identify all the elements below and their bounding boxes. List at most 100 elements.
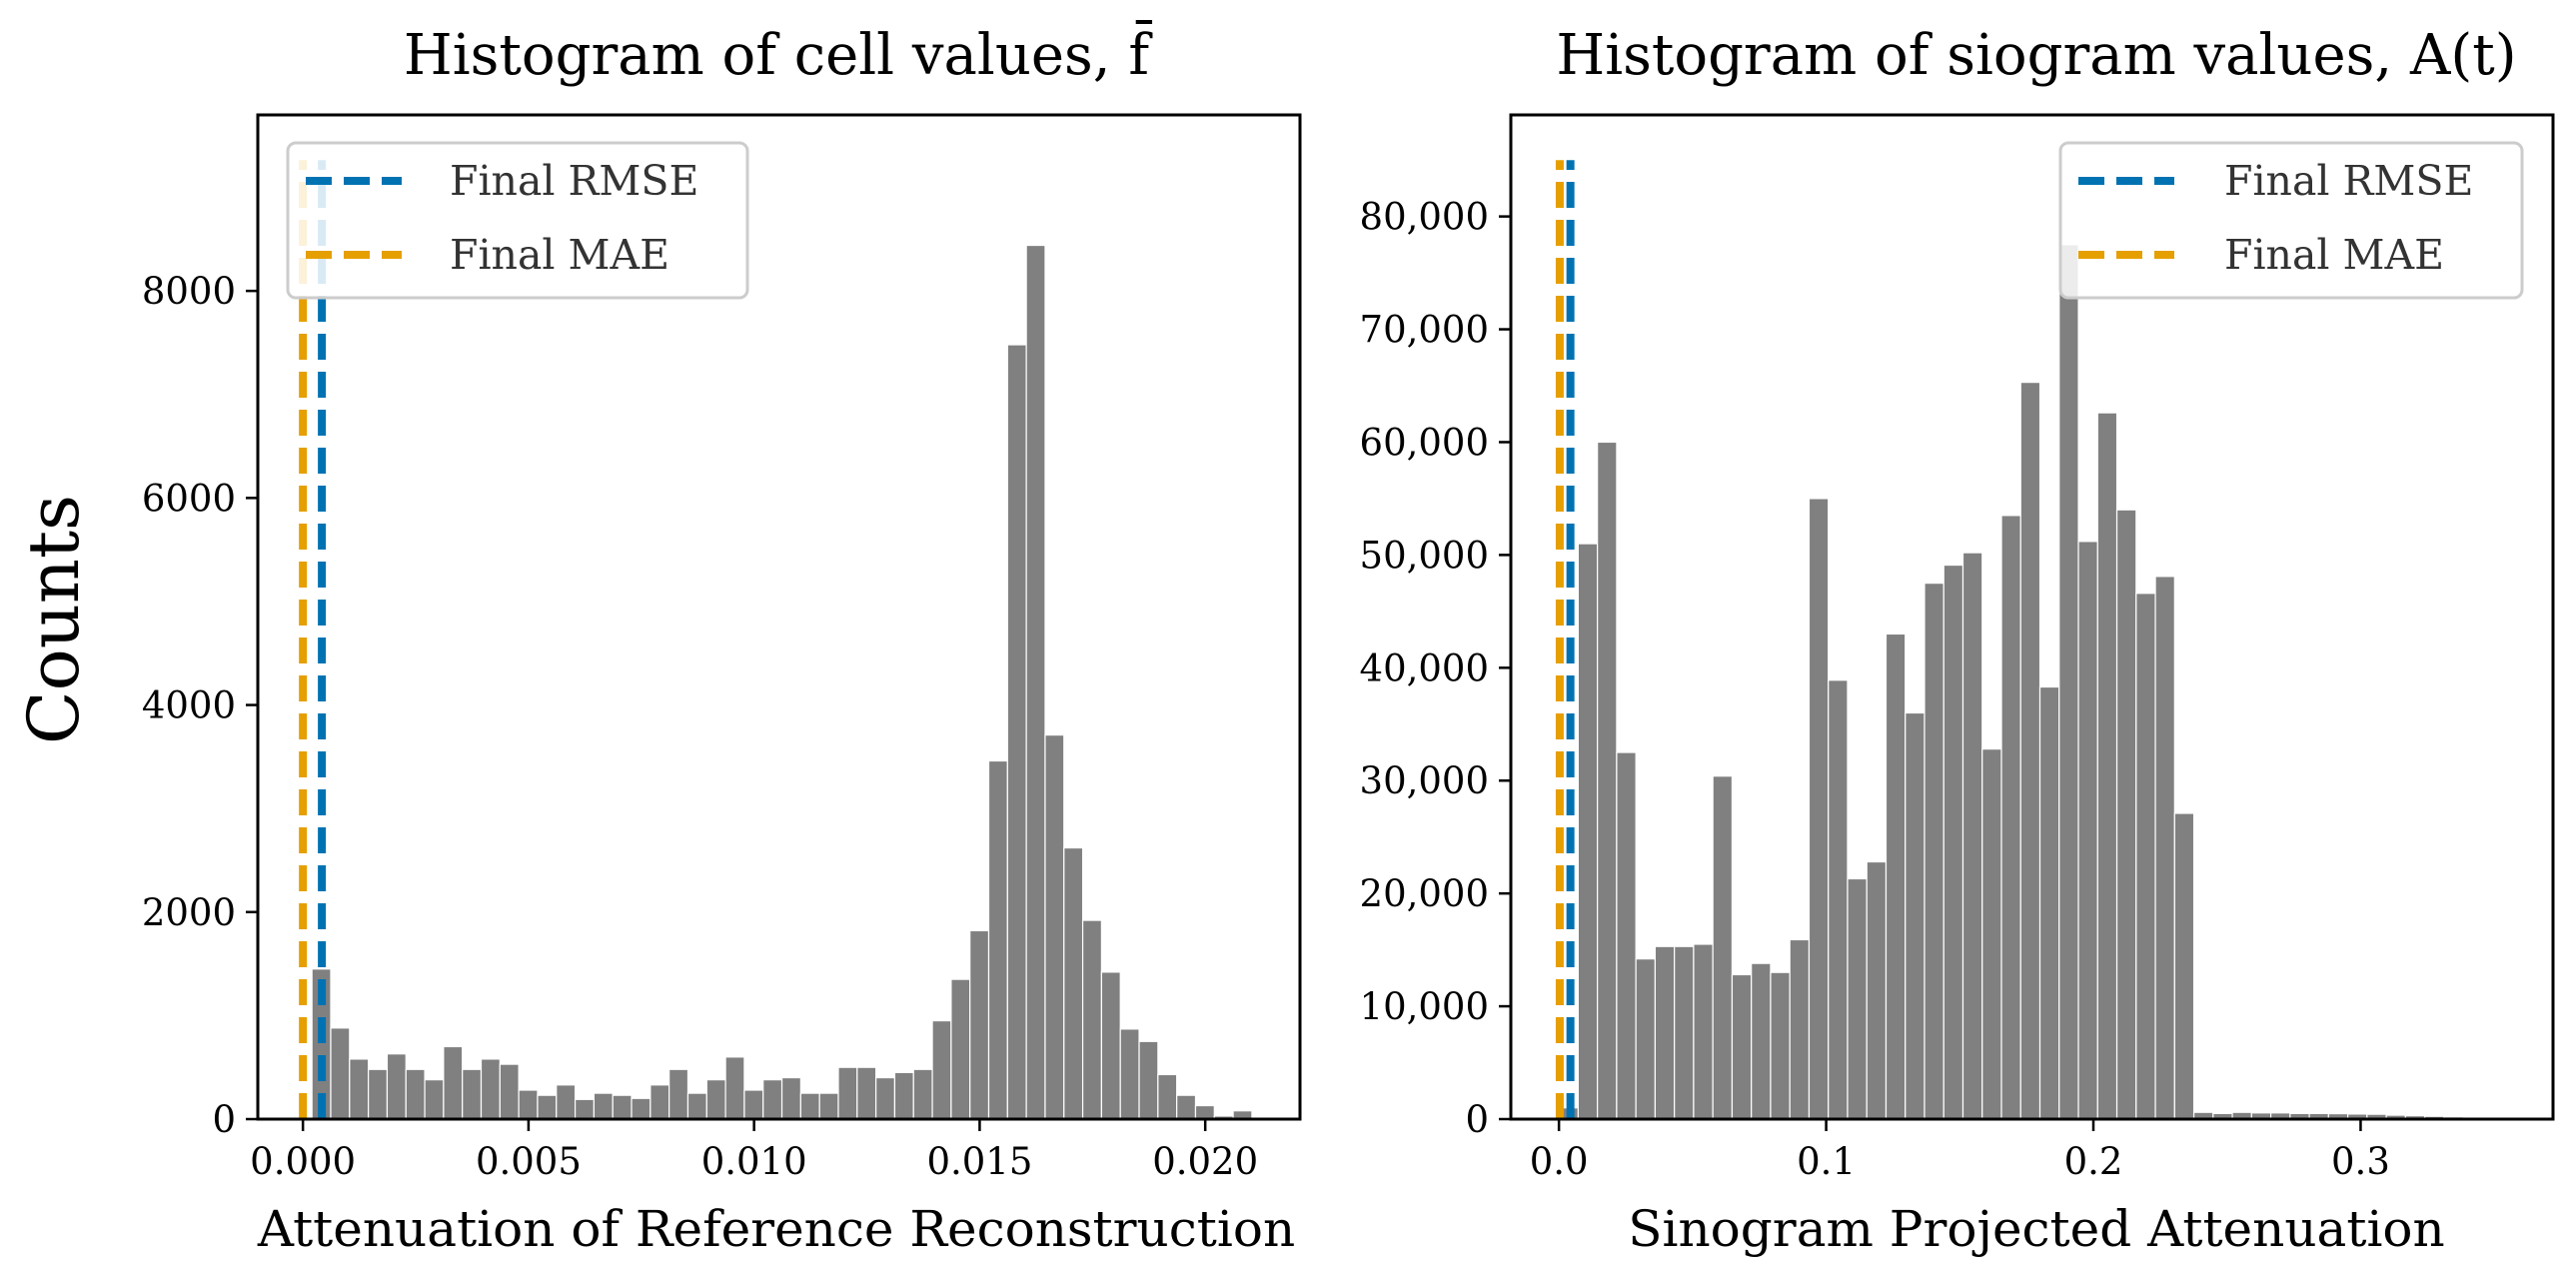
left-histogram-bar bbox=[330, 1027, 351, 1120]
right-histogram-bar bbox=[1693, 943, 1714, 1120]
left-histogram-bar bbox=[386, 1053, 407, 1120]
right-y-tick-label: 30,000 bbox=[1360, 759, 1489, 802]
left-histogram-bar bbox=[368, 1068, 389, 1120]
right-histogram-bar bbox=[1924, 583, 1944, 1120]
left-histogram-bar bbox=[462, 1068, 483, 1120]
left-histogram-bar bbox=[1006, 344, 1027, 1120]
right-ticks: 0.0 0.1 0.2 0.3 0 10,000 20,000 30,000 40,000 50,… bbox=[1360, 196, 2390, 1183]
right-y-tick-label: 50,000 bbox=[1360, 534, 1489, 577]
right-y-tick-label: 40,000 bbox=[1360, 646, 1489, 689]
left-y-tick-label: 6000 bbox=[142, 477, 236, 520]
left-legend-rmse-label: Final RMSE bbox=[450, 157, 698, 205]
left-histogram-bar bbox=[612, 1094, 633, 1120]
right-x-tick-label: 0.2 bbox=[2064, 1140, 2123, 1183]
right-reference-lines bbox=[1555, 160, 1575, 1119]
left-histogram-bar bbox=[686, 1092, 707, 1120]
left-histogram-bar bbox=[912, 1068, 933, 1120]
left-x-tick-label: 0.005 bbox=[476, 1140, 582, 1183]
left-histogram-bar bbox=[875, 1076, 896, 1120]
left-histogram-bar bbox=[987, 759, 1008, 1120]
left-plot-frame bbox=[256, 113, 1302, 1121]
right-histogram-bar bbox=[1751, 962, 1772, 1120]
left-histogram-bar bbox=[931, 1019, 952, 1120]
left-y-tick-label: 0 bbox=[212, 1098, 236, 1141]
right-x-tick-label: 0.1 bbox=[1797, 1140, 1856, 1183]
left-histogram-bar bbox=[1138, 1040, 1159, 1120]
right-histogram-bar bbox=[1885, 633, 1907, 1120]
left-histogram-bar bbox=[668, 1068, 689, 1120]
right-histogram-bar bbox=[2019, 382, 2041, 1120]
right-histogram-bar bbox=[1961, 552, 1983, 1120]
left-x-axis-label: Attenuation of Reference Reconstruction bbox=[257, 1200, 1295, 1258]
right-histogram-bar bbox=[2000, 515, 2021, 1120]
right-histogram-bar bbox=[1654, 945, 1676, 1120]
right-y-tick-label: 70,000 bbox=[1360, 309, 1489, 352]
left-histogram-bar bbox=[424, 1079, 445, 1120]
right-y-tick-label: 20,000 bbox=[1360, 872, 1489, 915]
right-histogram-bar bbox=[1712, 775, 1734, 1120]
left-bars bbox=[311, 244, 1253, 1120]
left-histogram-bar bbox=[799, 1092, 820, 1120]
left-histogram-bar bbox=[649, 1084, 670, 1120]
right-histogram-bar bbox=[1866, 860, 1888, 1120]
right-histogram-bar bbox=[1828, 679, 1849, 1120]
left-histogram-bar bbox=[593, 1092, 614, 1120]
left-histogram-bar bbox=[1119, 1028, 1140, 1120]
left-histogram-bar bbox=[1081, 919, 1102, 1120]
left-histogram-bar bbox=[950, 978, 971, 1120]
left-x-tick-label: 0.020 bbox=[1152, 1140, 1258, 1183]
left-y-tick-label: 4000 bbox=[142, 684, 236, 727]
left-histogram-bar bbox=[1157, 1073, 1178, 1120]
right-histogram-bar bbox=[2135, 593, 2156, 1120]
left-histogram-bar bbox=[349, 1058, 370, 1120]
right-plot-frame bbox=[1509, 113, 2555, 1121]
left-ticks: 0.000 0.005 0.010 0.015 0.020 0 2000 4000 6000 80… bbox=[142, 270, 1258, 1183]
right-y-tick-label: 0 bbox=[1465, 1098, 1489, 1141]
right-histogram-bar bbox=[1808, 498, 1830, 1120]
left-y-tick-label: 2000 bbox=[142, 891, 236, 934]
right-bars bbox=[1558, 244, 2522, 1120]
left-histogram-bar bbox=[537, 1094, 558, 1120]
left-histogram-bar bbox=[480, 1058, 501, 1120]
left-x-tick-label: 0.000 bbox=[250, 1140, 356, 1183]
right-x-tick-label: 0.0 bbox=[1530, 1140, 1589, 1183]
left-histogram-bar bbox=[631, 1097, 651, 1120]
right-legend-box bbox=[2058, 141, 2524, 300]
right-histogram-bar bbox=[1731, 973, 1753, 1120]
left-histogram-bar bbox=[1100, 971, 1121, 1120]
left-legend: Final RMSE Final MAE bbox=[286, 141, 749, 300]
right-legend-mae-label: Final MAE bbox=[2224, 231, 2444, 279]
left-histogram-bar bbox=[969, 929, 990, 1120]
left-histogram-bar bbox=[893, 1071, 914, 1120]
left-histogram-bar bbox=[705, 1079, 726, 1120]
left-histogram-bar bbox=[1194, 1104, 1215, 1120]
right-histogram-bar bbox=[1597, 441, 1618, 1120]
left-histogram-bar bbox=[856, 1066, 877, 1120]
right-histogram-bar bbox=[1942, 564, 1964, 1120]
right-histogram-bar bbox=[1635, 958, 1657, 1120]
left-histogram-bar bbox=[724, 1056, 745, 1120]
right-legend: Final RMSE Final MAE bbox=[2058, 141, 2524, 300]
left-legend-mae-label: Final MAE bbox=[450, 231, 669, 279]
left-title: Histogram of cell values, f̄ bbox=[404, 19, 1153, 88]
right-histogram-bar bbox=[1674, 945, 1695, 1120]
right-histogram-bar bbox=[1847, 877, 1868, 1120]
left-x-tick-label: 0.015 bbox=[926, 1140, 1032, 1183]
right-histogram-bar bbox=[2038, 685, 2060, 1120]
right-x-axis-label: Sinogram Projected Attenuation bbox=[1628, 1200, 2445, 1258]
left-histogram-bar bbox=[556, 1084, 577, 1120]
left-histogram-bar bbox=[780, 1076, 801, 1120]
chart-left: Histogram of cell values, f̄ Counts Atte… bbox=[13, 19, 1302, 1258]
left-histogram-bar bbox=[1025, 244, 1046, 1120]
left-histogram-bar bbox=[443, 1045, 464, 1120]
left-histogram-bar bbox=[743, 1089, 764, 1120]
right-title: Histogram of siogram values, A(t) bbox=[1556, 23, 2516, 88]
right-histogram-bar bbox=[1789, 938, 1811, 1120]
right-histogram-bar bbox=[1905, 711, 1926, 1120]
left-y-tick-label: 8000 bbox=[142, 270, 236, 313]
right-histogram-bar bbox=[1981, 748, 2002, 1120]
right-histogram-bar bbox=[2077, 541, 2098, 1120]
right-histogram-bar bbox=[1770, 971, 1791, 1120]
right-y-tick-label: 80,000 bbox=[1360, 196, 1489, 239]
